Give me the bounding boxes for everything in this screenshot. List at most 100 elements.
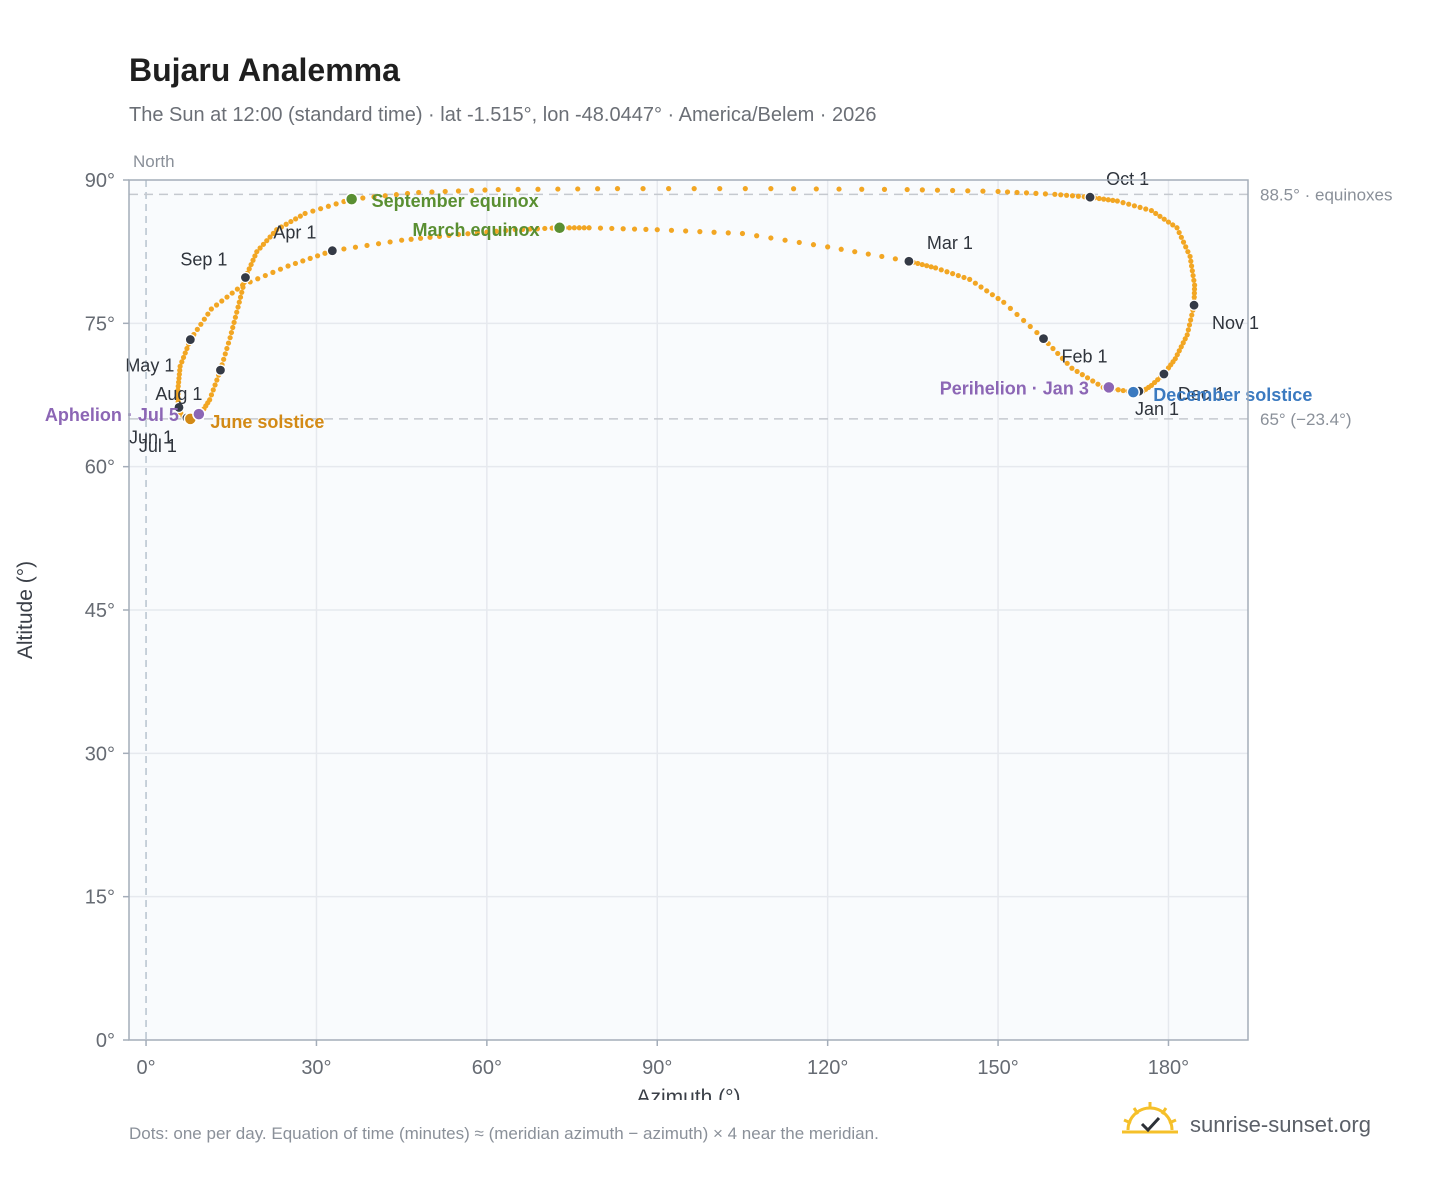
x-axis-label: Azimuth (°) <box>636 1086 740 1100</box>
daily-sun-dot <box>274 227 280 233</box>
event-marker <box>1126 385 1141 399</box>
daily-sun-dot <box>408 236 414 242</box>
daily-sun-dot <box>237 294 244 300</box>
daily-sun-dot <box>260 241 267 247</box>
daily-sun-dot <box>1050 345 1056 352</box>
daily-sun-dot <box>1014 311 1020 318</box>
daily-sun-dot <box>1105 197 1111 203</box>
daily-sun-dot <box>717 186 723 192</box>
daily-sun-dot <box>1186 322 1193 328</box>
daily-sun-dot <box>965 188 971 194</box>
daily-sun-dot <box>813 186 819 192</box>
daily-sun-dot <box>267 234 273 240</box>
daily-sun-dot <box>571 225 577 231</box>
daily-sun-dot <box>1190 272 1196 279</box>
daily-sun-dot <box>214 377 220 383</box>
month-marker-label: Jun 1 <box>129 427 173 447</box>
daily-sun-dot <box>1110 197 1116 203</box>
daily-sun-dot <box>944 269 950 275</box>
daily-sun-dot <box>1084 375 1091 381</box>
daily-sun-dot <box>1120 200 1126 206</box>
daily-sun-dot <box>254 249 260 255</box>
daily-sun-dot <box>810 242 817 248</box>
daily-sun-dot <box>232 314 239 320</box>
daily-sun-dot <box>322 250 328 256</box>
daily-sun-dot <box>934 187 941 193</box>
daily-sun-dot <box>302 210 308 217</box>
daily-sun-dot <box>928 264 934 270</box>
daily-sun-dot <box>711 229 717 235</box>
daily-sun-dot <box>782 237 788 243</box>
y-tick-label: 0° <box>96 1030 115 1052</box>
daily-sun-dot <box>212 382 218 388</box>
daily-sun-dot <box>865 251 871 257</box>
x-tick-label: 180° <box>1148 1057 1189 1079</box>
daily-sun-dot <box>1075 193 1081 199</box>
daily-sun-dot <box>1185 327 1191 333</box>
daily-sun-dot <box>1021 317 1027 324</box>
daily-sun-dot <box>1170 222 1176 228</box>
daily-sun-dot <box>631 226 638 232</box>
x-tick-label: 0° <box>136 1057 155 1079</box>
daily-sun-dot <box>796 239 802 246</box>
daily-sun-dot <box>597 225 604 231</box>
daily-sun-dot <box>292 260 299 267</box>
month-marker-label: Jan 1 <box>1135 399 1179 419</box>
month-marker <box>903 255 915 267</box>
daily-sun-dot <box>257 245 263 251</box>
daily-sun-dot <box>297 213 303 219</box>
daily-sun-dot <box>932 265 939 271</box>
daily-sun-dot <box>919 261 925 268</box>
daily-sun-dot <box>252 253 258 259</box>
daily-sun-dot <box>1191 277 1197 283</box>
daily-sun-dot <box>1178 234 1184 240</box>
y-tick-label: 45° <box>85 600 115 622</box>
daily-sun-dot <box>229 290 235 296</box>
daily-sun-dot <box>742 186 748 192</box>
daily-sun-dot <box>239 289 245 295</box>
month-marker-label: Sep 1 <box>180 249 227 269</box>
daily-sun-dot <box>231 319 237 325</box>
daily-sun-dot <box>264 238 270 244</box>
daily-sun-dot <box>503 227 509 234</box>
event-marker <box>1102 380 1116 395</box>
footnote: Dots: one per day. Equation of time (min… <box>129 1124 879 1143</box>
daily-sun-dot <box>1027 323 1033 330</box>
daily-sun-dot <box>1176 348 1182 354</box>
daily-sun-dot <box>382 193 388 199</box>
daily-sun-dot <box>768 235 774 241</box>
daily-sun-dot <box>300 258 306 264</box>
brand[interactable]: sunrise-sunset.org <box>1120 1100 1390 1150</box>
x-tick-label: 150° <box>977 1057 1018 1079</box>
month-marker <box>173 401 185 414</box>
daily-sun-dot <box>224 294 230 300</box>
daily-sun-dot <box>989 292 995 298</box>
daily-sun-dot <box>1184 332 1190 338</box>
daily-sun-dot <box>1176 229 1182 236</box>
x-tick-label: 120° <box>807 1057 848 1079</box>
daily-sun-dot <box>225 340 232 346</box>
daily-sun-dot <box>725 230 731 236</box>
daily-sun-dot <box>881 186 888 192</box>
daily-sun-dot <box>950 187 956 194</box>
daily-sun-dot <box>515 186 521 192</box>
daily-sun-dot <box>1064 192 1070 198</box>
event-marker <box>192 407 206 421</box>
daily-sun-dot <box>194 326 200 332</box>
daily-sun-dot <box>224 345 230 352</box>
daily-sun-dot <box>512 227 518 233</box>
daily-sun-dot <box>1178 344 1184 350</box>
event-label: September equinox <box>372 191 539 211</box>
daily-sun-dot <box>1191 286 1198 292</box>
daily-sun-dot <box>978 284 984 290</box>
month-marker-label: Aug 1 <box>155 384 202 404</box>
daily-sun-dot <box>938 267 944 273</box>
daily-sun-dot <box>950 271 956 277</box>
daily-sun-dot <box>972 280 978 286</box>
daily-sun-dot <box>285 263 291 269</box>
daily-sun-dot <box>474 230 480 236</box>
daily-sun-dot <box>566 225 573 231</box>
daily-sun-dot <box>666 186 672 192</box>
daily-sun-dot <box>318 206 324 212</box>
month-marker-label: Oct 1 <box>1106 169 1149 189</box>
